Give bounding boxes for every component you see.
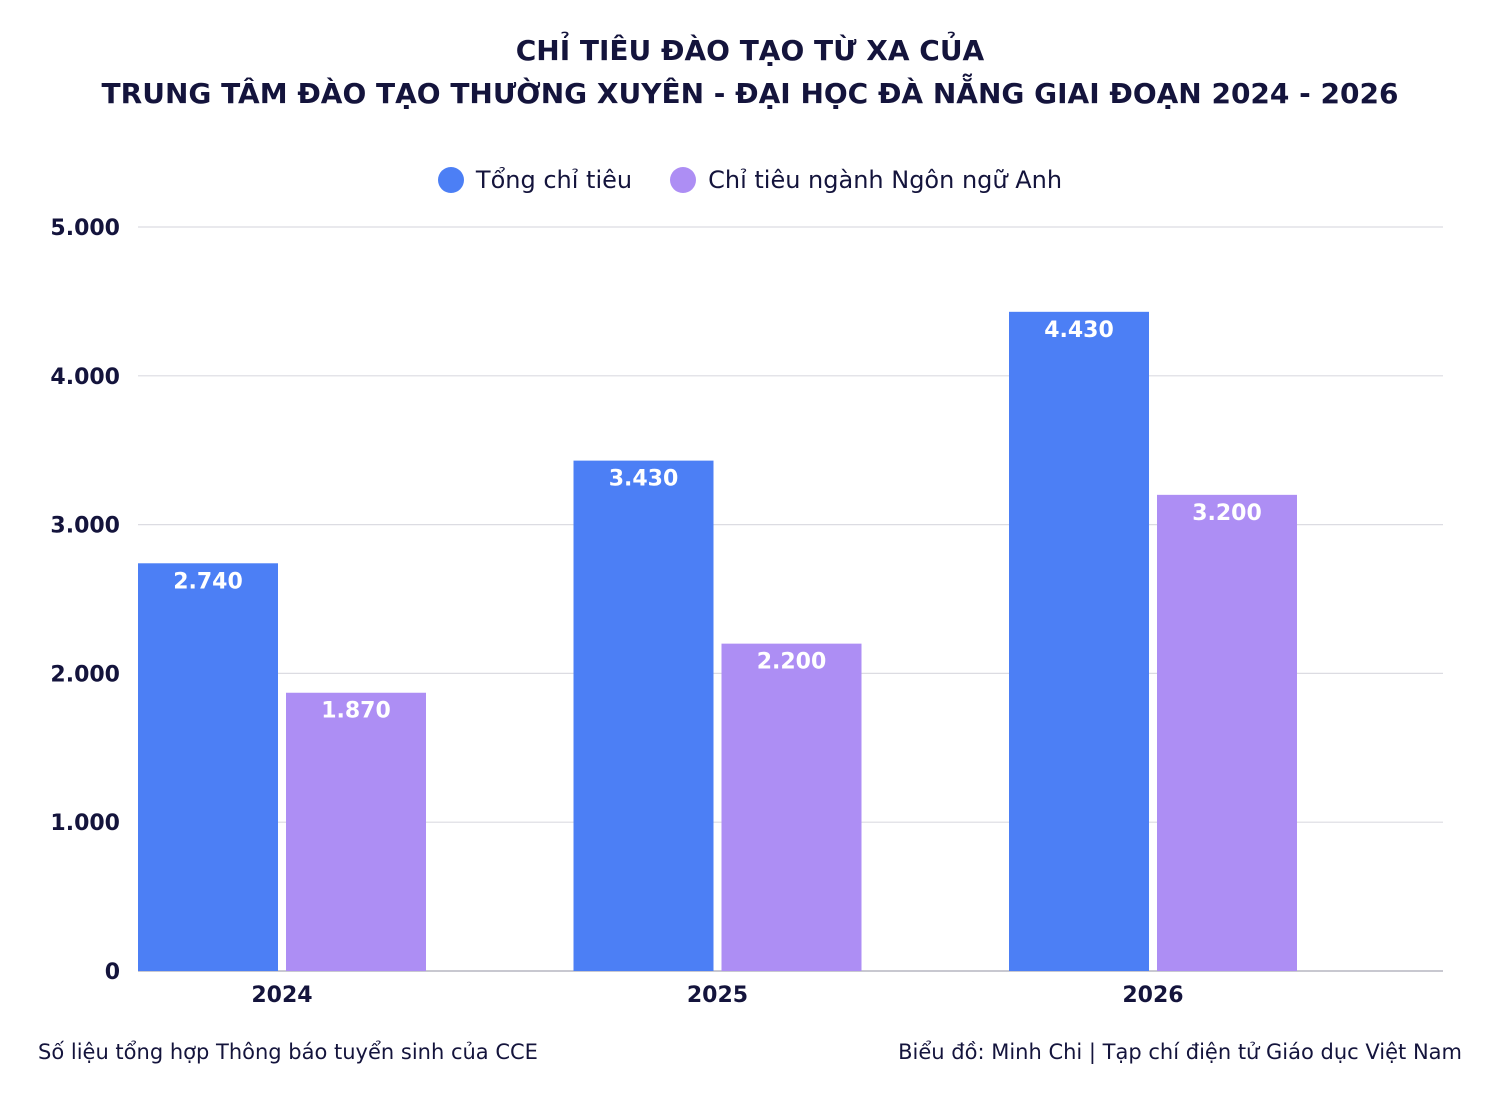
y-tick-label: 0 bbox=[105, 960, 120, 985]
x-tick-label: 2026 bbox=[1122, 983, 1183, 1008]
y-tick-label: 1.000 bbox=[50, 811, 120, 836]
bar bbox=[286, 692, 426, 971]
data-label: 1.870 bbox=[321, 699, 391, 724]
legend-label-english: Chỉ tiêu ngành Ngôn ngữ Anh bbox=[708, 166, 1063, 194]
legend-swatch-total bbox=[437, 167, 464, 193]
x-tick-label: 2024 bbox=[251, 983, 312, 1008]
data-label: 3.430 bbox=[609, 467, 679, 492]
legend: Tổng chỉ tiêu Chỉ tiêu ngành Ngôn ngữ An… bbox=[0, 166, 1500, 194]
legend-swatch-english bbox=[670, 167, 697, 193]
y-tick-label: 5.000 bbox=[50, 216, 120, 241]
legend-label-total: Tổng chỉ tiêu bbox=[475, 166, 633, 194]
bar bbox=[1009, 311, 1149, 971]
bar bbox=[573, 460, 714, 971]
bar bbox=[1157, 494, 1297, 971]
y-tick-label: 4.000 bbox=[50, 365, 120, 390]
data-label: 3.200 bbox=[1192, 501, 1262, 526]
bar bbox=[138, 563, 278, 971]
chart-title-line2: TRUNG TÂM ĐÀO TẠO THƯỜNG XUYÊN - ĐẠI HỌC… bbox=[101, 77, 1399, 110]
bar bbox=[721, 643, 862, 971]
y-tick-label: 3.000 bbox=[50, 514, 120, 539]
chart-credit: Biểu đồ: Minh Chi | Tạp chí điện tử Giáo… bbox=[898, 1040, 1462, 1064]
legend-item-total: Tổng chỉ tiêu bbox=[437, 166, 633, 194]
legend-item-english: Chỉ tiêu ngành Ngôn ngữ Anh bbox=[670, 166, 1062, 194]
y-tick-label: 2.000 bbox=[50, 662, 120, 687]
x-tick-label: 2025 bbox=[687, 983, 748, 1008]
data-label: 2.200 bbox=[757, 650, 827, 675]
chart-title-line1: CHỈ TIÊU ĐÀO TẠO TỪ XA CỦA bbox=[515, 34, 985, 67]
source-note: Số liệu tổng hợp Thông báo tuyển sinh củ… bbox=[38, 1040, 538, 1064]
data-label: 4.430 bbox=[1044, 318, 1114, 343]
data-label: 2.740 bbox=[173, 569, 243, 594]
